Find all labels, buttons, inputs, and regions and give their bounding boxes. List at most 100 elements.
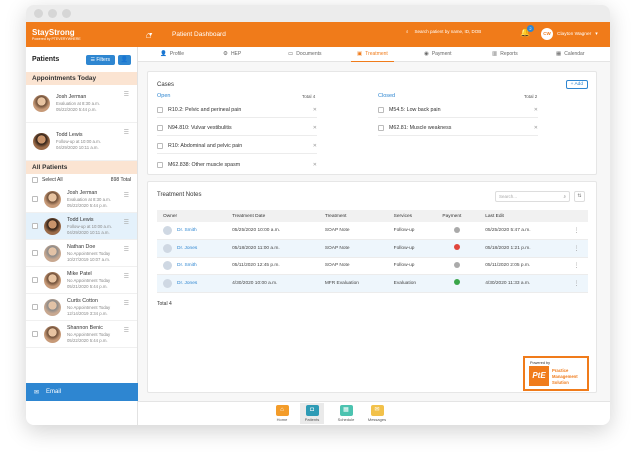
chevron-down-icon[interactable]: ▾ — [149, 32, 153, 38]
column-header[interactable]: Payment — [436, 210, 480, 222]
column-header[interactable]: Services — [387, 210, 437, 222]
calendar-icon: ▦ — [556, 51, 562, 57]
window-dot[interactable] — [34, 9, 43, 18]
appointment-date: 04/29/2020 10:11 a.m. — [67, 229, 110, 235]
menu-icon[interactable]: ☰ — [123, 274, 129, 280]
tab-documents[interactable]: ▭ Documents — [288, 51, 322, 57]
patient-row[interactable]: Curtis Cotton No Appointment Today 12/14/2… — [26, 294, 137, 321]
treatment-type: MFR Evaluation — [318, 274, 388, 293]
table-row[interactable]: Dr. Jones 05/18/2020 11:00 a.m. SOAP Not… — [157, 239, 588, 258]
case-checkbox[interactable] — [157, 107, 163, 113]
menu-icon[interactable]: ☰ — [123, 220, 129, 226]
patient-checkbox[interactable] — [32, 304, 38, 310]
tab-profile[interactable]: 👤 Profile — [160, 51, 184, 57]
menu-icon[interactable]: ☰ — [123, 193, 129, 199]
patient-row[interactable]: Todd Lewis Follow-up at 10:00 a.m. 04/29/2… — [26, 213, 137, 240]
menu-icon[interactable]: ☰ — [123, 328, 129, 334]
case-checkbox[interactable] — [157, 161, 163, 168]
patient-row[interactable]: Mike Patel No Appointment Today 05/21/2020… — [26, 267, 137, 294]
owner-cell[interactable]: Dr. Smith — [163, 226, 226, 235]
window-dot[interactable] — [48, 9, 57, 18]
case-item[interactable]: R10: Abdominal and pelvic pain ✕ — [157, 139, 317, 154]
nav-home[interactable]: ⌂ Home — [270, 405, 294, 422]
menu-icon[interactable]: ☰ — [123, 130, 129, 136]
avatar — [163, 243, 172, 253]
email-button[interactable]: ✉ Email — [26, 383, 138, 401]
brand-logo[interactable]: StayStrong Powered by PTEVERYWHERE — [26, 28, 138, 42]
patient-checkbox[interactable] — [32, 223, 38, 229]
email-label: Email — [46, 389, 62, 395]
page-title: Patient Dashboard — [172, 31, 226, 38]
filters-button[interactable]: ☰ Filters — [85, 54, 115, 65]
add-case-button[interactable]: + Add — [565, 80, 588, 89]
patient-row[interactable]: Nathan Doe No Appointment Today 10/27/2019… — [26, 240, 137, 267]
more-icon[interactable]: ⋮ — [573, 280, 580, 287]
window-dot[interactable] — [62, 9, 71, 18]
exercise-icon: ⚙ — [223, 51, 228, 57]
patient-row[interactable]: Shannon Benic No Appointment Today 05/22/2… — [26, 321, 137, 348]
patient-row[interactable]: Josh Jerman Evaluation at 8:30 a.m. 05/22/… — [26, 186, 137, 213]
case-item[interactable]: M62.838: Other muscle spasm ✕ — [157, 157, 317, 172]
close-icon[interactable]: ✕ — [312, 143, 317, 149]
patient-search[interactable]: ⌕ Search patient by name, ID, DOB — [406, 29, 481, 34]
user-menu[interactable]: CW Clayton Wagner ▾ — [541, 28, 598, 40]
case-checkbox[interactable] — [378, 107, 384, 113]
tab-hep[interactable]: ⚙ HEP — [223, 51, 241, 57]
select-all-checkbox[interactable] — [32, 177, 38, 183]
column-header[interactable]: Treatment — [318, 210, 388, 222]
owner-cell[interactable]: Dr. Smith — [163, 261, 226, 271]
add-patient-button[interactable]: 👤 — [118, 54, 131, 65]
close-icon[interactable]: ✕ — [533, 107, 538, 113]
home-icon[interactable]: ⌂ ▾ — [145, 29, 153, 40]
table-row[interactable]: Dr. Smith 05/25/2020 10:00 a.m. SOAP Not… — [157, 222, 588, 240]
nav-schedule[interactable]: ▦ Schedule — [334, 405, 358, 422]
patient-checkbox[interactable] — [32, 196, 38, 202]
close-icon[interactable]: ✕ — [312, 161, 317, 168]
patient-checkbox[interactable] — [32, 277, 38, 283]
patient-name: Josh Jerman — [67, 189, 98, 196]
tab-label: HEP — [230, 51, 242, 57]
menu-icon[interactable]: ☰ — [123, 92, 129, 98]
tab-calendar[interactable]: ▦ Calendar — [556, 51, 585, 57]
appointment-date: 05/22/2020 5:44 p.m. — [56, 107, 97, 112]
appointment-item[interactable]: Josh Jerman Evaluation at 8:30 a.m. 05/22/… — [26, 85, 137, 123]
services: Follow-up — [387, 222, 437, 240]
case-item[interactable]: M62.81: Muscle weakness ✕ — [378, 121, 538, 136]
close-icon[interactable]: ✕ — [312, 125, 317, 131]
patient-checkbox[interactable] — [32, 250, 38, 256]
more-icon[interactable]: ⋮ — [573, 263, 580, 270]
badge-line: Management — [552, 374, 578, 379]
more-icon[interactable]: ⋮ — [573, 245, 580, 252]
case-checkbox[interactable] — [157, 143, 163, 149]
column-header[interactable]: Last Edit — [479, 210, 568, 222]
table-row[interactable]: Dr. Jones 4/30/2020 10:00 a.m. MFR Evalu… — [157, 274, 588, 293]
owner-cell[interactable]: Dr. Jones — [163, 243, 226, 253]
patient-checkbox[interactable] — [32, 331, 38, 337]
close-icon[interactable]: ✕ — [312, 107, 317, 113]
owner-cell[interactable]: Dr. Jones — [163, 278, 226, 288]
bell-icon[interactable]: 🔔 2 — [520, 25, 534, 37]
close-icon[interactable]: ✕ — [533, 125, 538, 131]
column-header[interactable]: Treatment Date — [226, 210, 319, 222]
search-input[interactable]: Search patient by name, ID, DOB — [414, 29, 482, 34]
tab-reports[interactable]: ▥ Reports — [492, 51, 518, 57]
case-item[interactable]: M54.5: Low back pain ✕ — [378, 103, 538, 118]
brand-subtitle: Powered by PTEVERYWHERE — [32, 36, 81, 41]
message-icon: ✉ — [370, 405, 384, 416]
appointment-item[interactable]: Todd Lewis Follow-up at 10:00 a.m. 04/29/2… — [26, 123, 137, 161]
nav-patients[interactable]: ◘ Patients — [300, 403, 324, 424]
menu-icon[interactable]: ☰ — [123, 247, 129, 253]
nav-messages[interactable]: ✉ Messages — [365, 405, 389, 422]
case-item[interactable]: N94.810: Vulvar vestibulitis ✕ — [157, 121, 317, 136]
column-header[interactable]: Owner — [157, 210, 227, 222]
case-checkbox[interactable] — [157, 125, 163, 131]
tab-treatment[interactable]: ▣ Treatment — [351, 51, 394, 62]
tab-payment[interactable]: ◉ Payment — [424, 51, 452, 57]
sort-icon[interactable]: ⇅ — [574, 191, 585, 202]
menu-icon[interactable]: ☰ — [123, 301, 129, 307]
case-checkbox[interactable] — [378, 125, 384, 131]
case-item[interactable]: R10.2: Pelvic and perineal pain ✕ — [157, 103, 317, 118]
notes-search-input[interactable]: Search... ⌕ — [495, 191, 570, 202]
table-row[interactable]: Dr. Smith 05/11/2020 12:45 p.m. SOAP Not… — [157, 257, 588, 275]
more-icon[interactable]: ⋮ — [573, 228, 580, 234]
